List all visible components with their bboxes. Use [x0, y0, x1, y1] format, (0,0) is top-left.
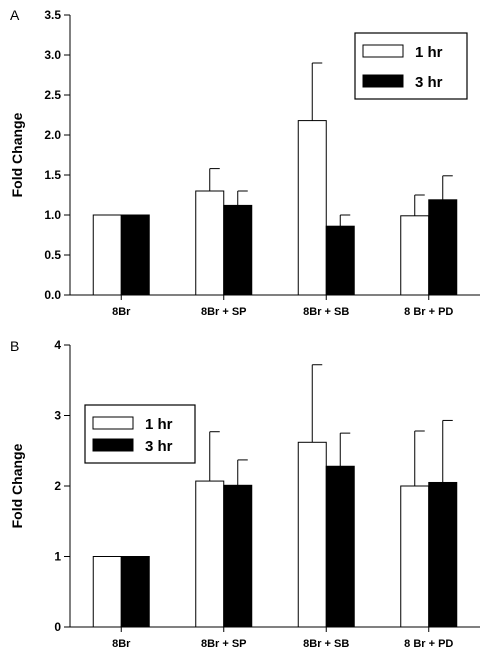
y-tick-label: 2 [54, 479, 61, 493]
legend-box [84, 404, 196, 464]
x-tick-label: 8Br [112, 306, 131, 318]
y-tick-label: 1.5 [44, 168, 61, 182]
legend-swatch [92, 438, 134, 452]
bar [297, 441, 327, 628]
y-tick-label: 1 [54, 550, 61, 564]
y-axis-title: Fold Change [9, 443, 25, 528]
x-tick-label: 8Br + SB [303, 638, 349, 650]
y-tick-label: 1.0 [44, 208, 61, 222]
y-tick-label: 2.0 [44, 128, 61, 142]
panel-label: A [10, 7, 20, 23]
bar [92, 214, 122, 296]
x-tick-label: 8Br + SP [201, 638, 247, 650]
x-tick-label: 8 Br + PD [404, 638, 453, 650]
y-axis-title: Fold Change [9, 112, 25, 197]
bar [400, 215, 430, 296]
bar [120, 214, 150, 296]
y-tick-label: 0.0 [44, 288, 61, 302]
bar [428, 199, 458, 296]
legend-box [354, 32, 468, 100]
bar [400, 485, 430, 628]
y-tick-label: 3.5 [44, 8, 61, 22]
legend-label: 3 hr [415, 74, 443, 91]
bar [223, 204, 253, 296]
bar [325, 225, 355, 296]
bar [223, 484, 253, 628]
x-tick-label: 8Br + SB [303, 306, 349, 318]
bar [325, 465, 355, 628]
bar [195, 480, 225, 628]
legend-swatch [92, 416, 134, 430]
x-tick-label: 8 Br + PD [404, 306, 453, 318]
x-tick-label: 8Br + SP [201, 306, 247, 318]
bar [120, 556, 150, 628]
bar [297, 120, 327, 296]
bar [195, 190, 225, 296]
bar [92, 556, 122, 628]
y-tick-label: 2.5 [44, 88, 61, 102]
legend-label: 3 hr [145, 438, 173, 455]
legend-label: 1 hr [415, 44, 443, 61]
y-tick-label: 3.0 [44, 48, 61, 62]
bar [428, 481, 458, 628]
legend-swatch [362, 44, 404, 58]
x-tick-label: 8Br [112, 638, 131, 650]
y-tick-label: 4 [54, 338, 61, 352]
y-tick-label: 3 [54, 409, 61, 423]
panel-label: B [10, 338, 19, 354]
legend-swatch [362, 74, 404, 88]
y-tick-label: 0 [54, 620, 61, 634]
y-tick-label: 0.5 [44, 248, 61, 262]
legend-label: 1 hr [145, 416, 173, 433]
